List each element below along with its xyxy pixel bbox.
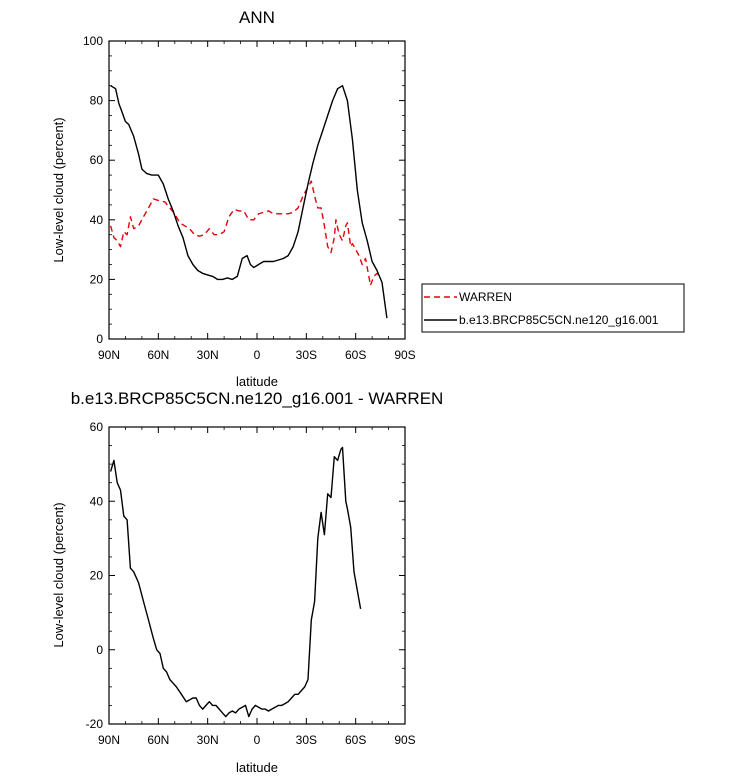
bottom-chart-y-tick-label: 60 [90,420,104,434]
top-chart-title: ANN [239,8,275,27]
bottom-chart-x-tick-label: 60S [345,733,366,747]
top-chart-x-tick-label: 30N [197,348,219,362]
bottom-chart-x-tick-label: 30S [296,733,317,747]
top-chart-y-tick-label: 80 [90,94,104,108]
top-chart-y-axis-label: Low-level cloud (percent) [51,117,66,262]
bottom-chart-y-axis-label: Low-level cloud (percent) [51,502,66,647]
bottom-chart-x-tick-label: 90N [98,733,120,747]
bottom-chart-y-tick-label: 20 [90,569,104,583]
top-chart-series-line-warren [109,180,381,287]
top-chart-y-tick-label: 20 [90,272,104,286]
top-chart-y-tick-label: 40 [90,213,104,227]
top-chart-frame [108,40,406,340]
bottom-chart-plot-area: -20 0 20 40 60 90N 60N 30N 0 30S 60S 90S [86,420,416,747]
top-chart-y-tick-label: 60 [90,153,104,167]
legend-label-model: b.e13.BRCP85C5CN.ne120_g16.001 [459,313,659,327]
bottom-chart-y-tick-label: 0 [96,643,103,657]
top-chart-x-axis-label: latitude [236,374,278,389]
bottom-chart-x-tick-label: 90S [394,733,415,747]
top-chart-panel: ANN Low-level cloud (percent) latitude 0… [51,8,416,389]
bottom-chart-title: b.e13.BRCP85C5CN.ne120_g16.001 - WARREN [71,389,444,408]
top-chart-y-tick-label: 0 [96,332,103,346]
bottom-chart-y-tick-label: 40 [90,494,104,508]
top-chart-series-line-model [110,85,388,319]
top-chart-x-tick-label: 60N [147,348,169,362]
top-chart-x-tick-label: 30S [296,348,317,362]
top-chart-plot-area: 0 20 40 60 80 100 90N 60N 30N 0 30S 60S 90S [83,34,416,362]
bottom-chart-series-line-model [109,446,362,718]
top-chart-x-tick-label: 60S [345,348,366,362]
top-chart-y-tick-label: 100 [83,34,103,48]
top-chart-x-tick-label: 0 [254,348,261,362]
legend-label-warren: WARREN [459,290,512,304]
bottom-chart-y-tick-label: -20 [86,717,104,731]
bottom-chart-x-axis-label: latitude [236,760,278,775]
bottom-chart-x-tick-label: 60N [147,733,169,747]
top-chart-x-tick-label: 90N [98,348,120,362]
top-chart-legend: WARREN b.e13.BRCP85C5CN.ne120_g16.001 [421,283,685,333]
top-chart-x-tick-label: 90S [394,348,415,362]
bottom-chart-x-tick-label: 30N [197,733,219,747]
bottom-chart-panel: b.e13.BRCP85C5CN.ne120_g16.001 - WARREN … [51,389,443,775]
bottom-chart-x-tick-label: 0 [254,733,261,747]
legend-box [421,283,685,333]
bottom-chart-frame [108,426,406,725]
